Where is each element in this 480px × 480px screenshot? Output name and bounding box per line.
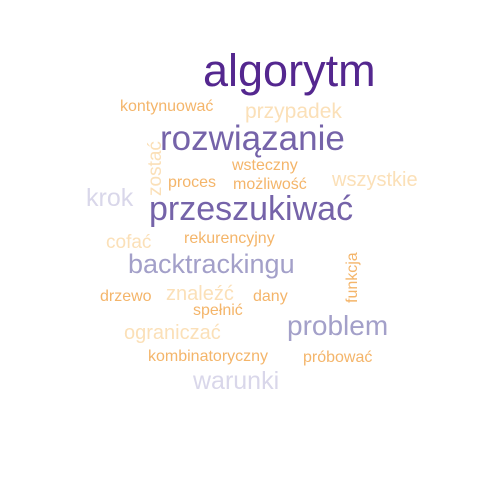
word-wszystkie: wszystkie [332,169,418,191]
word-przypadek: przypadek [245,100,342,123]
word-proces: proces [168,174,217,191]
word-rozwiazanie: rozwiązanie [160,119,345,158]
word-algorytm: algorytm [203,45,376,96]
word-znalezc: znaleźć [166,283,234,305]
word-problem: problem [287,310,389,341]
word-ograniczac: ograniczać [124,322,221,344]
word-cofac: cofać [106,232,152,253]
word-rekurencyjny: rekurencyjny [184,230,275,247]
word-spelnic: spełnić [193,302,243,319]
word-dany: dany [253,288,288,305]
word-zostac: zostać [145,141,166,196]
word-warunki: warunki [193,367,280,395]
word-backtrackingu: backtrackingu [128,249,295,279]
word-probowac: próbować [303,349,373,366]
word-drzewo: drzewo [100,288,152,305]
word-kontynuowac: kontynuować [120,98,214,115]
word-mozliwosc: możliwość [233,176,307,193]
word-funkcja: funkcja [344,252,361,303]
word-przeszukiwac: przeszukiwać [149,190,354,228]
word-kombinatoryczny: kombinatoryczny [148,348,269,365]
word-krok: krok [86,184,134,212]
word-wsteczny: wsteczny [232,157,298,174]
